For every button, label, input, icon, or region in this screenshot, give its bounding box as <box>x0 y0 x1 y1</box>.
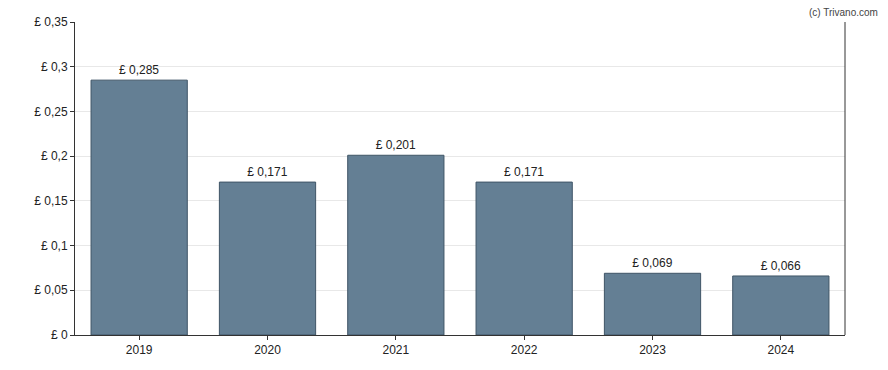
svg-text:2023: 2023 <box>639 343 666 357</box>
svg-text:£ 0,1: £ 0,1 <box>41 239 68 253</box>
svg-text:£ 0: £ 0 <box>51 328 68 342</box>
svg-text:2024: 2024 <box>767 343 794 357</box>
svg-text:£ 0,35: £ 0,35 <box>34 15 68 29</box>
svg-text:2022: 2022 <box>511 343 538 357</box>
svg-text:£ 0,2: £ 0,2 <box>41 149 68 163</box>
svg-text:2021: 2021 <box>382 343 409 357</box>
svg-text:£ 0,05: £ 0,05 <box>34 283 68 297</box>
svg-text:(c) Trivano.com: (c) Trivano.com <box>809 7 878 18</box>
svg-text:£ 0,171: £ 0,171 <box>247 165 287 179</box>
svg-text:£ 0,066: £ 0,066 <box>761 259 801 273</box>
svg-text:£ 0,285: £ 0,285 <box>119 63 159 77</box>
svg-text:£ 0,15: £ 0,15 <box>34 194 68 208</box>
svg-text:£ 0,069: £ 0,069 <box>632 256 672 270</box>
svg-text:2020: 2020 <box>254 343 281 357</box>
svg-text:£ 0,25: £ 0,25 <box>34 105 68 119</box>
svg-text:£ 0,201: £ 0,201 <box>376 138 416 152</box>
svg-text:2019: 2019 <box>126 343 153 357</box>
svg-text:£ 0,3: £ 0,3 <box>41 60 68 74</box>
svg-text:£ 0,171: £ 0,171 <box>504 165 544 179</box>
